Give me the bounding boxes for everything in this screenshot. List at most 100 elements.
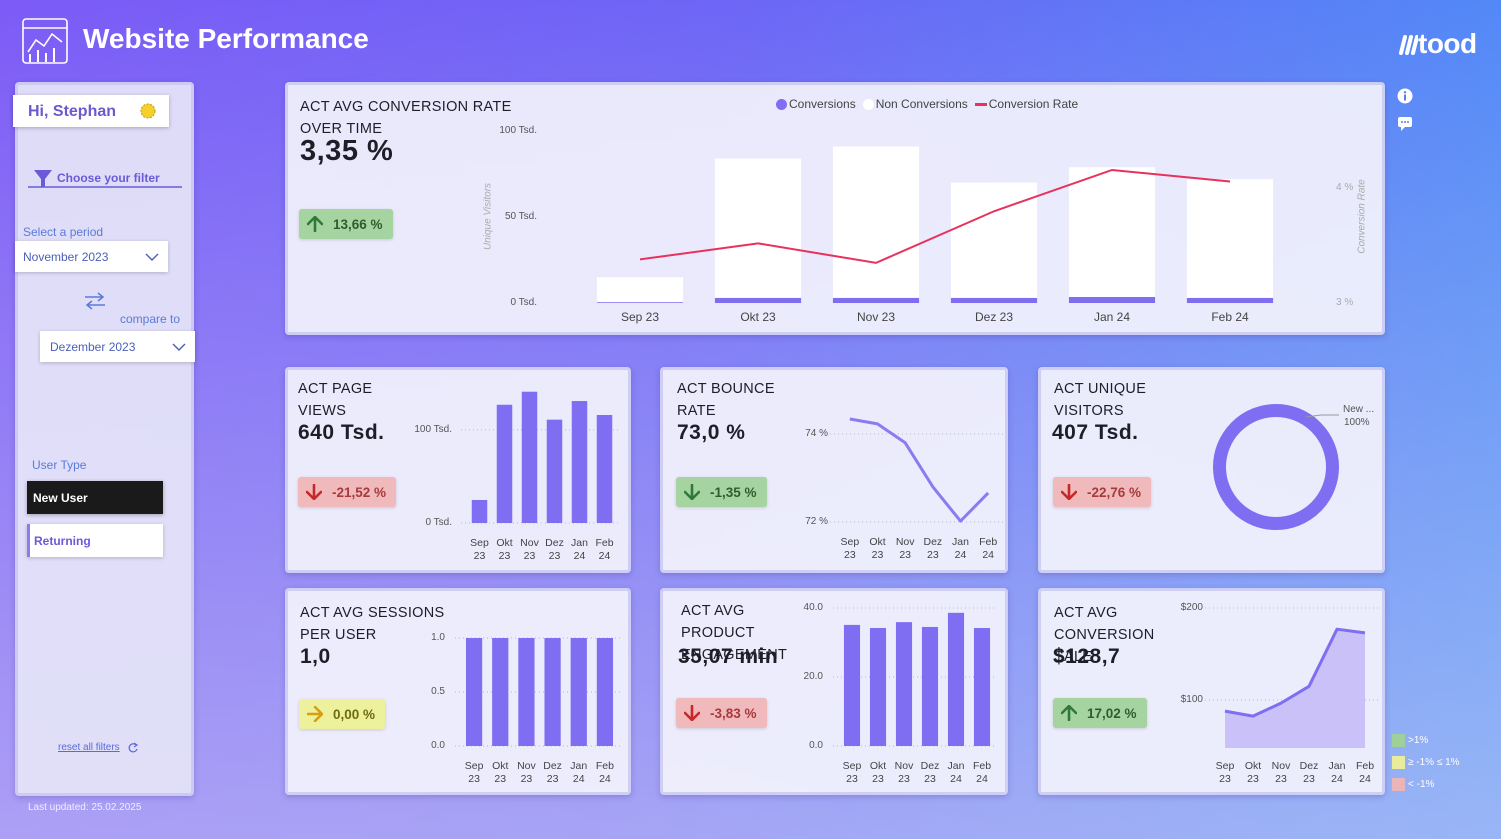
- card-title: ACT AVG CONVERSION RATE OVER TIME: [300, 99, 512, 137]
- period-value: November 2023: [23, 249, 109, 264]
- x-tick-label: Sep 23: [840, 536, 860, 561]
- kpi-value: 640 Tsd.: [298, 421, 385, 444]
- donut-label: New ...: [1343, 404, 1375, 415]
- kpi-delta: -1,35 %: [676, 477, 767, 507]
- kpi-delta: -21,52 %: [298, 477, 397, 507]
- sidebar: [15, 82, 194, 796]
- kpi-delta-text: -22,76 %: [1087, 484, 1142, 500]
- y-tick-label: 0.0: [431, 740, 445, 751]
- x-tick-label: Sep 23: [1215, 760, 1235, 785]
- x-tick-label: Jan 24: [947, 760, 965, 785]
- sun-icon: [140, 103, 156, 119]
- x-tick-label: Feb 24: [595, 537, 614, 562]
- y-tick-label: 100 Tsd.: [499, 125, 537, 136]
- card-title: ACT AVG PRODUCT ENGAGEMENT: [681, 603, 788, 663]
- kpi-delta: 0,00 %: [299, 699, 386, 729]
- y-tick-label: 74 %: [805, 428, 828, 439]
- trend-arrow-shape: [1061, 484, 1077, 500]
- x-tick-label: Dez 23: [920, 760, 940, 785]
- kpi-value: 3,35 %: [300, 135, 394, 167]
- brand: tood: [1398, 30, 1477, 58]
- y-tick-label: 100 Tsd.: [414, 423, 452, 435]
- compare-label: compare to: [120, 312, 181, 326]
- trend-arrow-shape: [307, 216, 323, 232]
- trend-arrow: [307, 706, 323, 722]
- x-tick-label: Sep 23: [464, 760, 484, 785]
- x-tick-label: Okt 23: [496, 537, 513, 562]
- legend-marker: [862, 98, 874, 110]
- y-tick-label: 20.0: [803, 671, 823, 682]
- donut-value-label: 100%: [1344, 417, 1370, 428]
- x-tick-label: Feb 24: [1211, 310, 1249, 324]
- x-tick-label: Sep 23: [842, 760, 862, 785]
- kpi-delta: -3,83 %: [676, 698, 767, 728]
- chevron: [145, 253, 159, 261]
- kpi-value: 407 Tsd.: [1052, 421, 1139, 444]
- trend-arrow-shape: [307, 706, 323, 722]
- x-tick-label: Jan 24: [571, 537, 588, 562]
- trend-arrow-shape: [684, 484, 700, 500]
- x-tick-label: Okt 23: [1244, 760, 1262, 785]
- side-icons[interactable]: [1397, 88, 1415, 133]
- filter-icon: [28, 170, 182, 188]
- x-tick-label: Feb 24: [972, 760, 992, 785]
- x-tick-label: Feb 24: [1355, 760, 1375, 785]
- x-tick-label: Dez 23: [545, 537, 564, 562]
- trend-arrow-shape: [684, 705, 700, 721]
- x-tick-label: Sep 23: [470, 537, 489, 562]
- legend-label: Non Conversions: [875, 97, 968, 111]
- kpi-value: 35,07 min: [678, 645, 779, 668]
- period-dropdown[interactable]: November 2023: [15, 241, 168, 272]
- trend-arrow: [1061, 484, 1077, 500]
- card-title: ACT AVG SESSIONS PER USER: [300, 605, 445, 643]
- x-tick-label: Jan 24: [570, 760, 588, 785]
- user-type-button[interactable]: New User: [27, 481, 163, 514]
- y2-tick-label: 4 %: [1336, 182, 1354, 194]
- card-title: ACT AVG CONVERSION SALE: [1054, 605, 1155, 665]
- y-tick-label: $100: [1180, 694, 1203, 706]
- x-tick-label: Okt 23: [869, 536, 886, 561]
- kpi-delta-text: 17,02 %: [1087, 705, 1137, 721]
- kpi-delta-text: -21,52 %: [332, 484, 387, 500]
- kpi-delta: -22,76 %: [1053, 477, 1152, 507]
- x-tick-label: Okt 23: [740, 310, 776, 324]
- user-type-button[interactable]: Returning: [27, 524, 163, 557]
- x-tick-label: Feb 24: [595, 760, 614, 785]
- legend-marker: [974, 102, 987, 106]
- kpi-legend-entry: >1%: [1392, 734, 1428, 747]
- kpi-value: 73,0 %: [677, 421, 746, 444]
- card-title: ACT UNIQUE VISITORS: [1054, 381, 1147, 419]
- legend-label: Conversion Rate: [988, 97, 1079, 111]
- x-tick-label: Dez 23: [1299, 760, 1319, 785]
- y2-axis-title: Conversion Rate: [1356, 179, 1368, 254]
- x-tick-label: Sep 23: [620, 310, 660, 324]
- compare-dropdown[interactable]: Dezember 2023: [40, 331, 195, 362]
- page-title: Website Performance: [83, 23, 369, 54]
- x-tick-label: Nov 23: [1271, 760, 1291, 785]
- x-tick-label: Okt 23: [869, 760, 887, 785]
- user-type-label: User Type: [32, 458, 87, 472]
- x-tick-label: Okt 23: [492, 760, 509, 785]
- x-tick-label: Nov 23: [856, 310, 896, 324]
- kpi-delta-text: -3,83 %: [710, 705, 757, 721]
- trend-arrow: [1061, 705, 1077, 721]
- y-tick-label: 40.0: [803, 602, 823, 613]
- kpi-value: 1,0: [300, 645, 331, 668]
- greeting-box: Hi, Stephan: [13, 95, 169, 127]
- x-tick-label: Nov 23: [894, 760, 914, 785]
- x-tick-label: Dez 23: [923, 536, 943, 561]
- brand-name: tood: [1418, 28, 1477, 59]
- kpi-delta-text: -1,35 %: [710, 484, 757, 500]
- y-tick-label: 0.5: [431, 686, 445, 697]
- trend-arrow: [307, 216, 323, 232]
- kpi-legend-label: < -1%: [1408, 779, 1435, 790]
- reset-filters[interactable]: reset all filters: [58, 742, 120, 753]
- period-label: Select a period: [23, 225, 104, 239]
- x-tick-label: Nov 23: [517, 760, 536, 785]
- swap-icon: [85, 292, 105, 310]
- x-tick-label: Dez 23: [974, 310, 1014, 324]
- kpi-legend-swatch: [1392, 756, 1405, 769]
- kpi-value: $128,7: [1053, 645, 1121, 668]
- kpi-legend-entry: < -1%: [1392, 778, 1434, 791]
- card-title: ACT PAGE VIEWS: [298, 381, 373, 419]
